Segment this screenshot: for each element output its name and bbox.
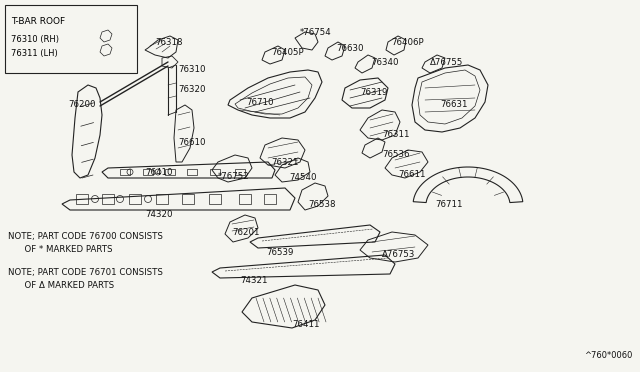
Text: Δ76753: Δ76753 (382, 250, 415, 259)
Text: 76200: 76200 (68, 100, 95, 109)
Bar (129, 194, 141, 204)
Bar (209, 194, 221, 204)
Bar (235, 169, 245, 175)
Bar (264, 194, 276, 204)
Text: NOTE; PART CODE 76701 CONSISTS
      OF Δ MARKED PARTS: NOTE; PART CODE 76701 CONSISTS OF Δ MARK… (8, 268, 163, 290)
Text: 74540: 74540 (289, 173, 317, 182)
Bar (156, 194, 168, 204)
Text: 74321: 74321 (240, 276, 268, 285)
Text: 76310: 76310 (178, 65, 205, 74)
Text: Δ76755: Δ76755 (430, 58, 463, 67)
Text: *76752: *76752 (218, 172, 250, 181)
Bar (182, 194, 194, 204)
Text: 76630: 76630 (336, 44, 364, 53)
Bar (187, 169, 197, 175)
Text: 76539: 76539 (266, 248, 293, 257)
Text: T-BAR ROOF: T-BAR ROOF (11, 17, 65, 26)
Text: 76320: 76320 (178, 85, 205, 94)
Text: *76754: *76754 (300, 28, 332, 37)
Text: NOTE; PART CODE 76700 CONSISTS
      OF * MARKED PARTS: NOTE; PART CODE 76700 CONSISTS OF * MARK… (8, 232, 163, 254)
Text: 76711: 76711 (435, 200, 463, 209)
Text: 76318: 76318 (155, 38, 182, 47)
Bar (239, 194, 251, 204)
Text: 76406P: 76406P (391, 38, 424, 47)
Text: 76405P: 76405P (271, 48, 303, 57)
Text: ^760*0060: ^760*0060 (584, 351, 632, 360)
Text: 76201: 76201 (232, 228, 259, 237)
Bar (143, 169, 153, 175)
Bar (5, 5, 137, 73)
Bar (76, 194, 88, 204)
Text: 76310 (RH): 76310 (RH) (11, 35, 59, 44)
Text: 76411: 76411 (292, 320, 319, 329)
Bar (102, 194, 114, 204)
Text: 76611: 76611 (398, 170, 426, 179)
Text: 76321: 76321 (271, 158, 298, 167)
Bar (210, 169, 220, 175)
Text: 76311: 76311 (382, 130, 410, 139)
Text: 76340: 76340 (371, 58, 399, 67)
Text: 76319: 76319 (360, 88, 387, 97)
Text: 76410: 76410 (145, 168, 173, 177)
Text: 76538: 76538 (308, 200, 335, 209)
Text: 74320: 74320 (145, 210, 173, 219)
Text: 76610: 76610 (178, 138, 205, 147)
Text: 76536: 76536 (382, 150, 410, 159)
Text: 76710: 76710 (246, 98, 273, 107)
Text: 76631: 76631 (440, 100, 467, 109)
Bar (120, 169, 130, 175)
Bar (165, 169, 175, 175)
Text: 76311 (LH): 76311 (LH) (11, 49, 58, 58)
